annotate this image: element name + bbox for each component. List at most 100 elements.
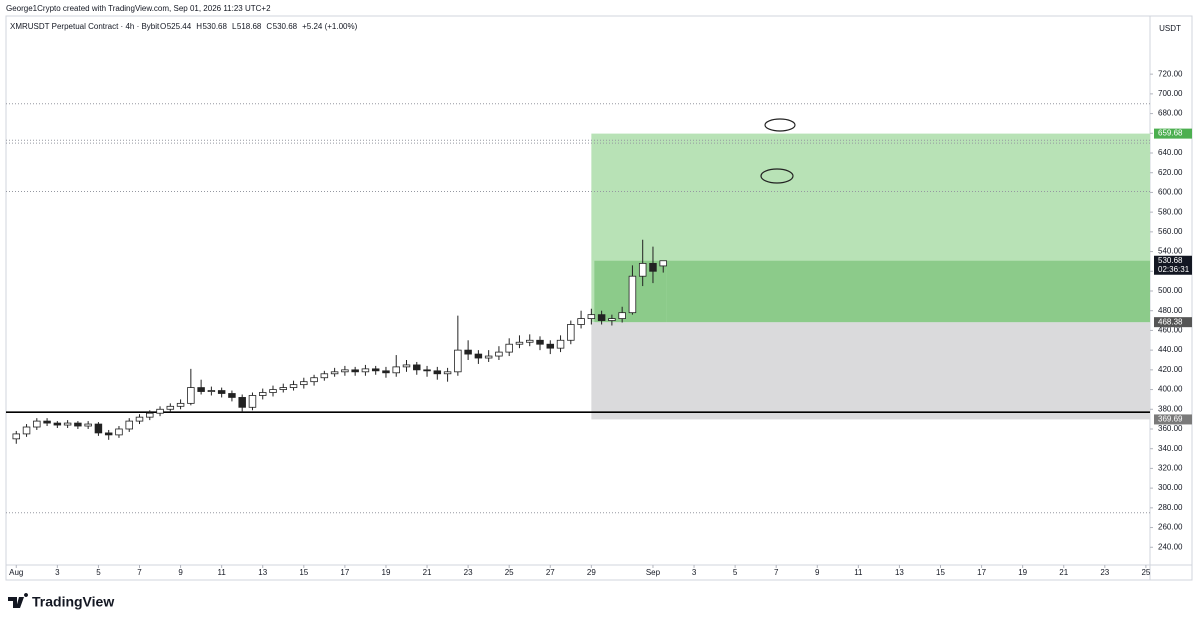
candle-body	[638, 262, 647, 277]
y-tick-label: 280.00	[1158, 503, 1183, 512]
candle-body	[53, 422, 62, 426]
frame	[5, 15, 1193, 581]
y-tick-label: 300.00	[1158, 483, 1183, 492]
x-tick-label: 17	[977, 568, 986, 577]
y-tick-label: 340.00	[1158, 444, 1183, 453]
candle-body	[187, 387, 195, 404]
x-tick-label: 9	[815, 568, 820, 577]
x-tick-label: 5	[96, 568, 101, 577]
x-tick-label: 3	[55, 568, 60, 577]
x-tick-label: 11	[217, 568, 226, 577]
candle-body	[74, 422, 82, 427]
x-tick-label: Aug	[9, 568, 23, 577]
candle-body	[628, 275, 637, 314]
legend-title: XMRUSDT Perpetual Contract · 4h · Bybit	[10, 22, 160, 31]
candle-body	[474, 353, 483, 359]
y-tick-label: 680.00	[1158, 109, 1183, 118]
candle-body	[649, 262, 657, 272]
candle-body	[402, 364, 411, 368]
candle-body	[392, 366, 400, 374]
x-tick-label: 19	[1018, 568, 1027, 577]
candle-body	[63, 422, 72, 426]
target-label-bg	[1154, 128, 1192, 139]
stop-label-bg	[1154, 414, 1192, 425]
legend: O 525.44 H 530.68 L 518.68 C 530.68 +5.24 (+1.00…	[160, 22, 358, 31]
candle-body	[310, 377, 318, 383]
candle-body	[207, 390, 216, 392]
candle-body	[454, 349, 462, 373]
x-tick-label: 11	[854, 568, 863, 577]
x-tick-label: 27	[546, 568, 555, 577]
y-tick-label: 460.00	[1158, 326, 1183, 335]
candle-body	[33, 420, 41, 428]
x-tick-label: 7	[774, 568, 779, 577]
candle-body	[351, 369, 359, 373]
y-tick-label: 260.00	[1158, 523, 1183, 532]
candle-body	[413, 364, 421, 371]
brand-logo	[8, 593, 29, 608]
target-label: 659.68	[1158, 129, 1183, 138]
candle-body	[146, 412, 154, 418]
legend-field: L	[232, 22, 237, 31]
y-tick-label: 700.00	[1158, 89, 1183, 98]
axis-unit: USDT	[1159, 24, 1181, 33]
candle-body	[217, 390, 226, 394]
y-tick-label: 360.00	[1158, 424, 1183, 433]
candle-body	[484, 355, 493, 359]
candle-body	[525, 339, 534, 343]
countdown: 02:36:31	[1158, 265, 1190, 274]
candle-body	[330, 371, 339, 375]
y-tick-label: 640.00	[1158, 148, 1183, 157]
last-price-label-bg	[1154, 255, 1192, 275]
y-tick-label: 540.00	[1158, 247, 1183, 256]
candle-body	[536, 339, 544, 345]
candle-body	[300, 381, 308, 386]
candle-body	[135, 416, 144, 422]
candle-body	[577, 318, 585, 325]
candle-body	[433, 370, 442, 375]
candle-body	[341, 369, 349, 373]
annotation-ellipse	[760, 168, 794, 184]
candle-body	[464, 349, 472, 355]
legend-value: 530.68	[202, 22, 227, 31]
candle-body	[587, 314, 596, 319]
plot-area	[6, 103, 1150, 514]
candle-body	[125, 420, 133, 430]
y-tick-label: 400.00	[1158, 385, 1183, 394]
x-tick-label: 3	[692, 568, 697, 577]
candle-body	[269, 389, 277, 393]
candle-body	[289, 384, 298, 388]
y-tick-label: 240.00	[1158, 542, 1183, 551]
candle-body	[43, 420, 51, 424]
y-tick-label: 480.00	[1158, 306, 1183, 315]
stop-zone	[591, 322, 1150, 420]
x-tick-label: 21	[1059, 568, 1068, 577]
x-tick-label: 15	[299, 568, 308, 577]
x-tick-label: 25	[505, 568, 514, 577]
candle-body	[443, 371, 452, 375]
candle-body	[12, 433, 21, 440]
x-tick-label: 25	[1141, 568, 1150, 577]
legend-value: 518.68	[237, 22, 262, 31]
candle-body	[115, 428, 123, 436]
candle-body	[659, 260, 667, 267]
entry-label-bg	[1154, 317, 1192, 328]
candle-body	[515, 341, 524, 345]
x-tick-label: 15	[936, 568, 945, 577]
candle-body	[156, 408, 164, 414]
candle-body	[279, 387, 288, 390]
brand: TradingView	[32, 594, 114, 610]
y-tick-label: 420.00	[1158, 365, 1183, 374]
candle-body	[248, 395, 257, 408]
y-tick-label: 620.00	[1158, 168, 1183, 177]
legend-value: 525.44	[167, 22, 192, 31]
y-tick-label: 500.00	[1158, 286, 1183, 295]
legend-change: +5.24 (+1.00%)	[302, 22, 357, 31]
stop-label: 369.69	[1158, 415, 1183, 424]
y-tick-label: 600.00	[1158, 188, 1183, 197]
y-tick-label: 380.00	[1158, 404, 1183, 413]
candle-body	[166, 405, 175, 410]
candle-body	[505, 343, 513, 353]
x-tick-label: 13	[895, 568, 904, 577]
